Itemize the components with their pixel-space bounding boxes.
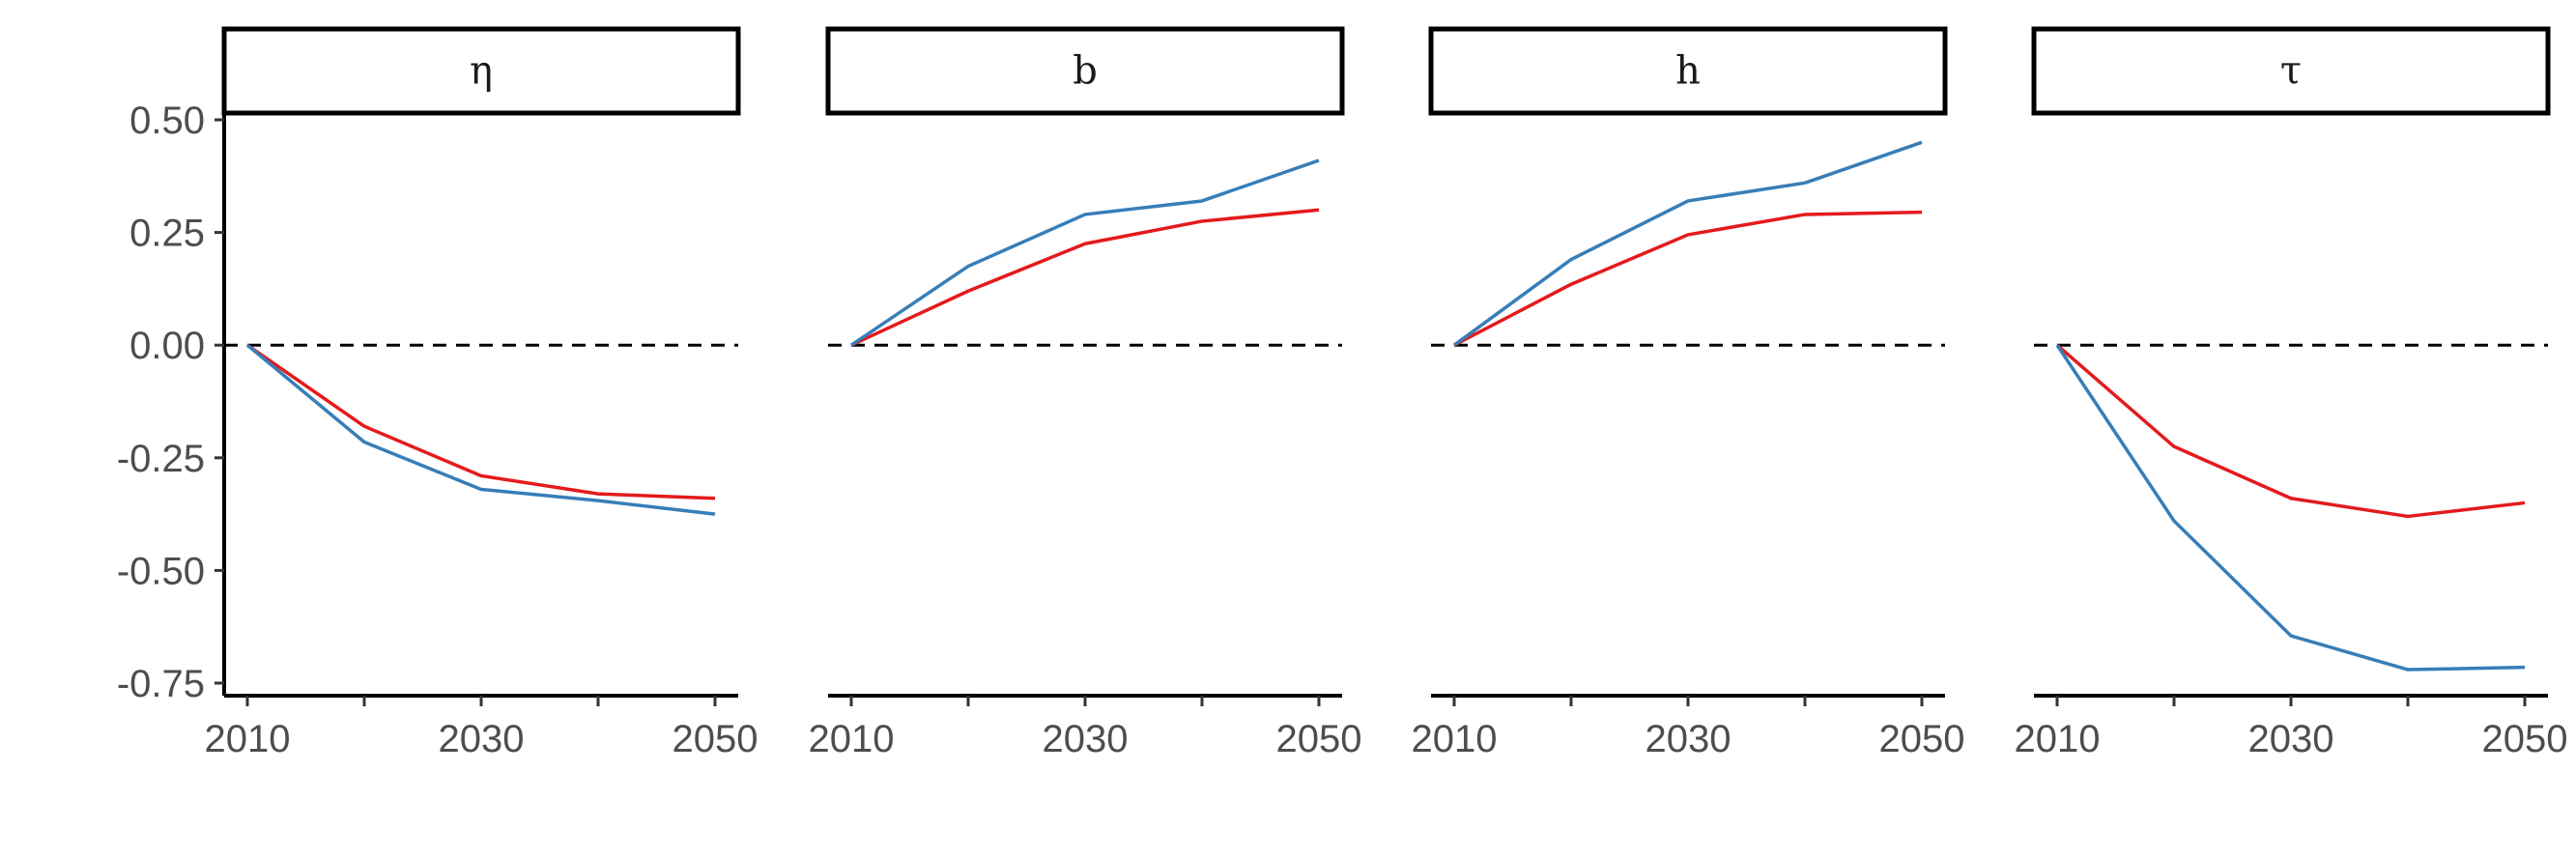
series-line <box>2055 344 2526 672</box>
facet-strip <box>2031 26 2551 116</box>
x-tick-label: 2030 <box>2248 718 2334 760</box>
facet-strip-label: b <box>1073 49 1098 94</box>
y-tick-label: -0.50 <box>117 550 205 592</box>
series-line <box>850 158 1320 347</box>
series-line <box>245 343 716 516</box>
facet-strip <box>1428 26 1948 116</box>
facet-panel: τ 2010 2030 2050 <box>2015 26 2568 760</box>
facet-strip-label: τ <box>2280 49 2302 94</box>
x-tick-label: 2050 <box>1879 718 1965 760</box>
x-tick-label: 2030 <box>1043 718 1129 760</box>
x-tick-label: 2010 <box>809 718 895 760</box>
x-tick-label: 2050 <box>1276 718 1362 760</box>
y-axis: 0.50 0.25 0.00 -0.25 -0.50 -0.75 <box>117 100 226 705</box>
x-tick-label: 2010 <box>205 718 291 760</box>
series-line <box>2055 343 2526 519</box>
y-tick-label: 0.00 <box>129 325 205 367</box>
facet-strip-label: η <box>470 49 493 94</box>
series-line <box>246 343 716 500</box>
y-tick-label: 0.25 <box>129 213 205 255</box>
x-tick-label: 2030 <box>439 718 525 760</box>
facet-panel: b 2010 2030 2050 <box>809 26 1362 760</box>
x-tick-label: 2050 <box>673 718 758 760</box>
series-line <box>850 208 1320 347</box>
x-tick-label: 2010 <box>2015 718 2101 760</box>
facet-panel: h 2010 2030 2050 <box>1412 26 1965 760</box>
y-tick-label: 0.50 <box>129 100 205 142</box>
facet-strip <box>825 26 1345 116</box>
series-line <box>1452 140 1923 347</box>
series-line <box>1453 210 1923 347</box>
facet-panel: η 2010 2030 2050 <box>205 26 758 760</box>
facet-strip <box>221 26 741 116</box>
x-tick-label: 2050 <box>2482 718 2568 760</box>
x-tick-label: 2030 <box>1646 718 1732 760</box>
y-tick-label: -0.25 <box>117 438 205 480</box>
x-tick-label: 2010 <box>1412 718 1498 760</box>
y-tick-label: -0.75 <box>117 663 205 705</box>
facet-strip-label: h <box>1675 49 1701 94</box>
